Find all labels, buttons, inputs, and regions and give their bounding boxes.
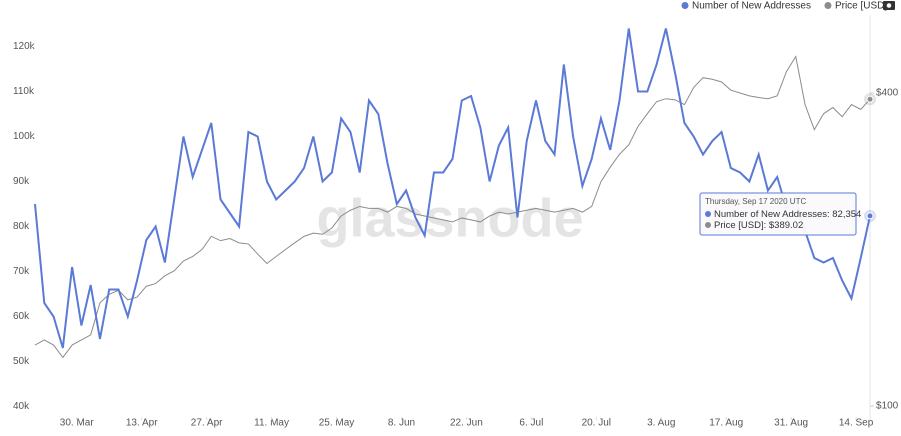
legend-marker: [681, 2, 689, 9]
legend-item[interactable]: Number of New Addresses: [681, 1, 811, 12]
x-tick-label: 25. May: [319, 418, 355, 429]
y2-tick-label: $100: [876, 401, 899, 412]
tooltip-marker: [705, 211, 711, 217]
hover-point: [866, 95, 874, 103]
x-tick-label: 17. Aug: [709, 418, 743, 429]
tooltip-box: [699, 192, 857, 236]
y2-tick-label: $400: [876, 88, 899, 99]
camera-icon[interactable]: [883, 1, 895, 10]
y-tick-label: 50k: [13, 356, 30, 367]
series-line: [34, 28, 871, 349]
x-tick-label: 27. Apr: [191, 418, 223, 429]
legend-item[interactable]: Price [USD]: [824, 1, 887, 12]
tooltip: Thursday, Sep 17 2020 UTC Number of New A…: [699, 192, 861, 236]
x-tick-label: 20. Jul: [582, 418, 611, 429]
x-tick-label: 8. Jun: [388, 418, 415, 429]
y-tick-label: 100k: [13, 131, 36, 142]
legend-label: Price [USD]: [835, 1, 887, 12]
x-tick-label: 30. Mar: [60, 418, 95, 429]
tooltip-line: Number of New Addresses: 82,354: [714, 209, 861, 220]
tooltip-title: Thursday, Sep 17 2020 UTC: [705, 197, 806, 206]
y-tick-label: 70k: [13, 266, 30, 277]
tooltip-marker: [705, 222, 711, 228]
x-tick-label: 22. Jun: [450, 418, 483, 429]
x-tick-label: 11. May: [254, 418, 289, 429]
y-tick-label: 110k: [13, 86, 35, 97]
hover-point: [866, 212, 874, 220]
y-tick-label: 60k: [13, 311, 30, 322]
y-tick-label: 120k: [13, 41, 36, 52]
legend-marker: [824, 2, 832, 9]
x-tick-label: 14. Sep: [839, 418, 874, 429]
y-tick-label: 40k: [13, 401, 30, 412]
x-tick-label: 6. Jul: [519, 418, 543, 429]
series-line: [34, 55, 871, 359]
tooltip-line: Price [USD]: $389.02: [714, 220, 803, 231]
x-tick-label: 3. Aug: [647, 418, 675, 429]
x-tick-label: 31. Aug: [774, 418, 808, 429]
x-tick-label: 13. Apr: [126, 418, 158, 429]
y-tick-label: 90k: [13, 176, 30, 187]
y-tick-label: 80k: [13, 221, 30, 232]
legend-label: Number of New Addresses: [692, 1, 811, 12]
watermark: glassnode: [316, 188, 583, 248]
legend: Number of New Addresses Price [USD]: [681, 1, 887, 12]
